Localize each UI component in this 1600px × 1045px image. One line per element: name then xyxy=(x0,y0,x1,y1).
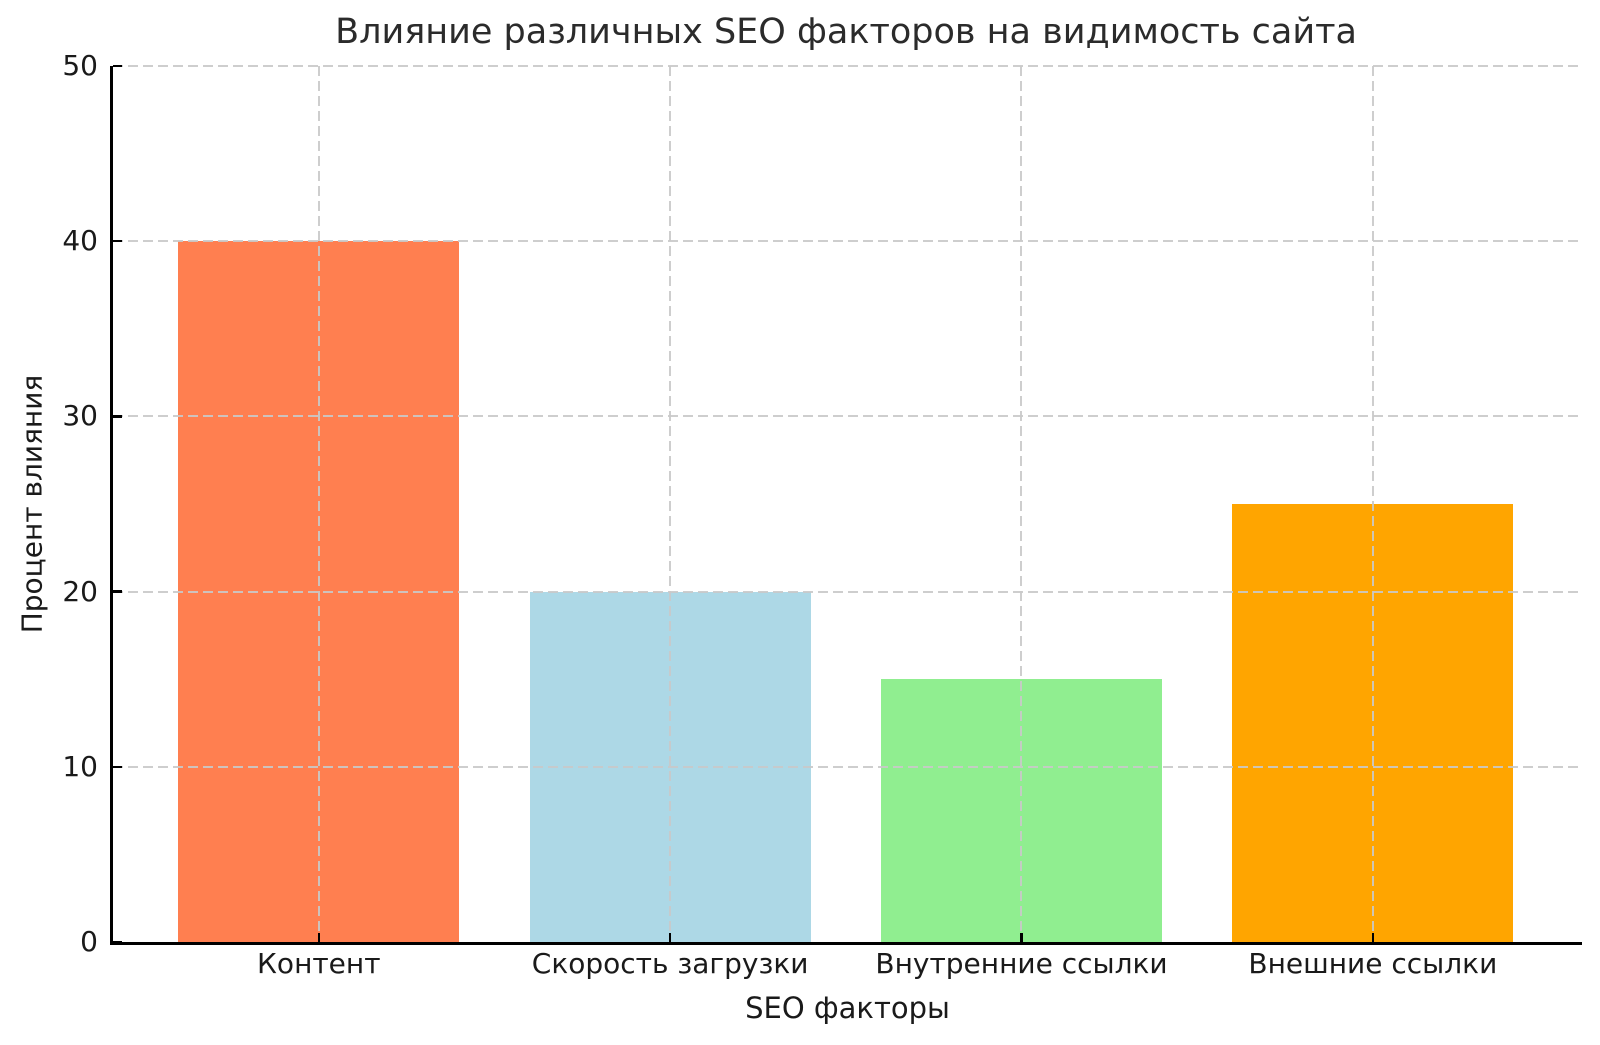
y-tick-label: 20 xyxy=(62,574,98,608)
v-gridline-4 xyxy=(1371,66,1374,942)
y-tick-mark-30 xyxy=(113,415,122,418)
x-tick-mark-1 xyxy=(317,933,321,942)
h-gridline-50 xyxy=(113,65,1582,67)
h-gridline-30 xyxy=(113,415,1582,418)
v-gridline-2 xyxy=(669,66,672,942)
x-tick-mark-3 xyxy=(1020,933,1023,942)
x-tick-label: Внутренние ссылки xyxy=(875,947,1168,980)
plot-area xyxy=(110,64,1582,945)
v-gridline-3 xyxy=(1020,66,1023,942)
x-tick-label: Контент xyxy=(257,947,381,980)
y-axis-tick-labels: 0 10 20 30 40 50 xyxy=(0,49,98,958)
h-gridline-20 xyxy=(113,590,1582,593)
v-gridline-1 xyxy=(317,66,320,942)
y-tick-label: 10 xyxy=(62,749,98,783)
y-tick-label: 50 xyxy=(62,49,98,82)
x-tick-mark-2 xyxy=(668,933,672,942)
h-gridline-10 xyxy=(113,765,1582,768)
y-tick-mark-0 xyxy=(113,940,122,944)
x-axis-tick-labels: Контент Скорость загрузки Внутренние ссылк… xyxy=(113,947,1582,987)
y-tick-label: 40 xyxy=(62,224,98,258)
x-tick-label: Внешние ссылки xyxy=(1248,947,1498,980)
y-tick-mark-40 xyxy=(113,239,122,243)
y-tick-mark-50 xyxy=(113,64,122,68)
y-tick-label: 30 xyxy=(62,399,98,433)
y-tick-label: 0 xyxy=(80,925,98,958)
chart-title: Влияние различных SEO факторов на видимо… xyxy=(335,12,1357,52)
x-tick-mark-4 xyxy=(1371,933,1375,942)
h-gridline-40 xyxy=(113,240,1582,243)
x-axis-label: SEO факторы xyxy=(745,991,950,1025)
y-tick-mark-10 xyxy=(113,765,122,769)
y-tick-mark-20 xyxy=(113,590,122,593)
x-tick-label: Скорость загрузки xyxy=(531,947,809,980)
